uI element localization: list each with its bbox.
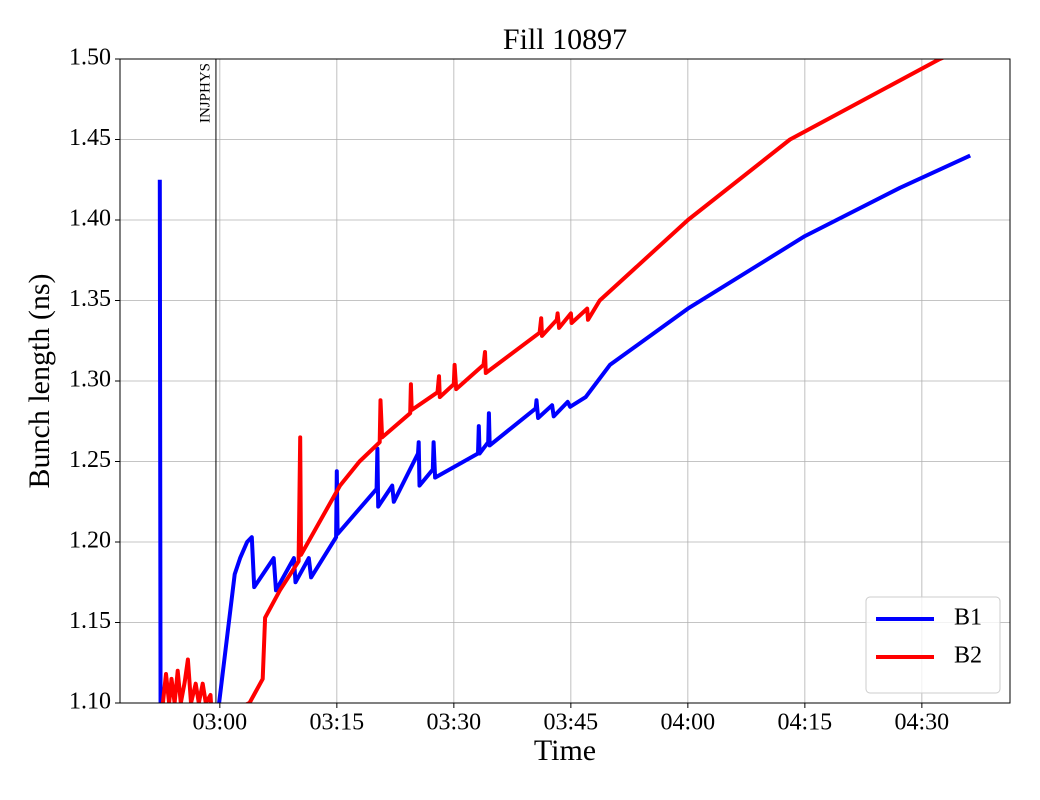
x-tick-label: 03:30: [427, 710, 482, 736]
plot-lines: [157, 59, 972, 703]
x-tick-label: 04:30: [895, 710, 950, 736]
series-line: [160, 59, 946, 703]
series-line: [157, 153, 972, 703]
x-tick-label: 04:15: [778, 710, 833, 736]
y-tick-label: 1.10: [69, 689, 111, 715]
y-tick-label: 1.20: [69, 528, 111, 554]
y-tick-label: 1.45: [69, 125, 111, 151]
x-axis-label: Time: [534, 734, 596, 767]
x-tick-label: 03:15: [310, 710, 365, 736]
y-tick-label: 1.25: [69, 447, 111, 473]
legend-label: B2: [954, 643, 982, 669]
x-tick-label: 03:45: [544, 710, 599, 736]
y-tick-label: 1.40: [69, 206, 111, 232]
y-tick-label: 1.50: [69, 45, 111, 71]
y-tick-label: 1.35: [69, 286, 111, 312]
x-tick-label: 04:00: [661, 710, 716, 736]
event-label: INJPHYS: [197, 63, 213, 123]
plot-frame: [119, 58, 1011, 704]
legend-label: B1: [954, 605, 982, 631]
y-axis-label: Bunch length (ns): [23, 274, 56, 489]
chart-title: Fill 10897: [503, 23, 627, 56]
y-tick-label: 1.30: [69, 367, 111, 393]
x-tick-label: 03:00: [193, 710, 248, 736]
y-tick-label: 1.15: [69, 608, 111, 634]
